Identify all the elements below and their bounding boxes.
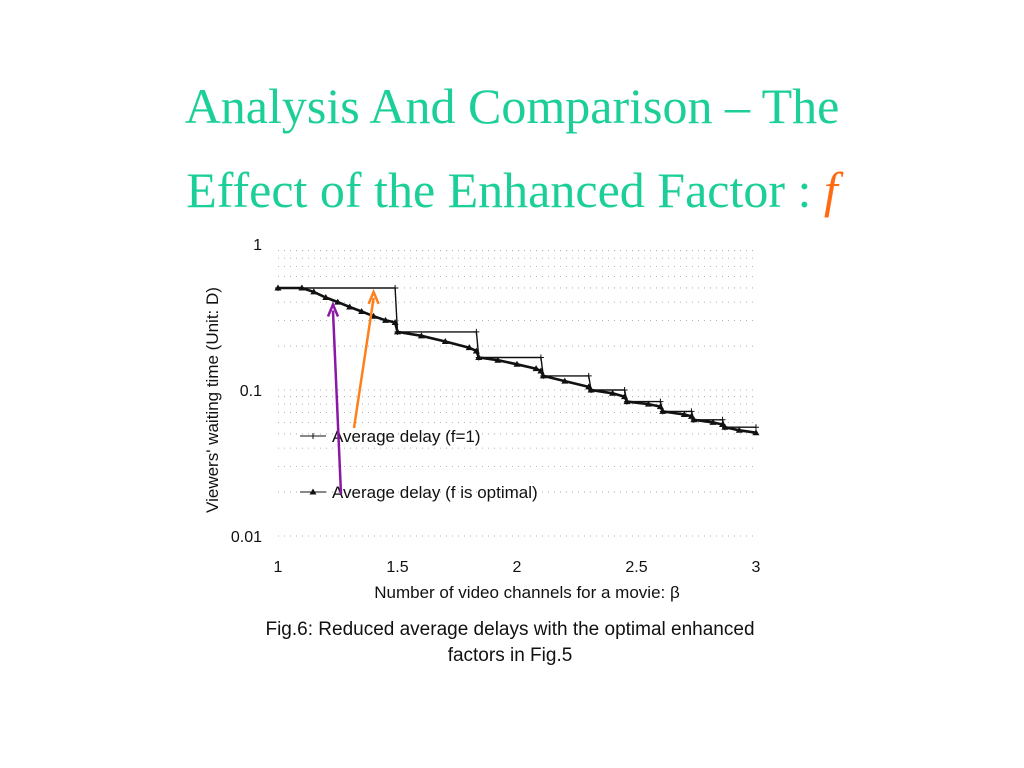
data-point-f1 bbox=[621, 387, 628, 393]
data-point-optimal bbox=[441, 337, 449, 344]
data-point-optimal bbox=[358, 307, 366, 314]
x-tick-label: 1.5 bbox=[386, 559, 408, 576]
data-point-f1 bbox=[392, 284, 399, 291]
legend-marker-0 bbox=[310, 433, 316, 439]
axis-layer: Number of video channels for a movie: β … bbox=[203, 237, 761, 602]
title-line-1: Analysis And Comparison – The bbox=[184, 78, 840, 134]
data-point-optimal bbox=[687, 412, 695, 419]
data-point-optimal bbox=[465, 344, 473, 351]
arrow-optimal-head bbox=[326, 301, 340, 318]
data-point-optimal bbox=[621, 393, 629, 400]
data-point-optimal bbox=[322, 294, 330, 301]
data-point-f1 bbox=[537, 354, 544, 361]
data-point-optimal bbox=[537, 367, 545, 374]
data-point-optimal bbox=[709, 418, 717, 425]
data-point-optimal bbox=[417, 332, 425, 339]
series-layer bbox=[274, 284, 760, 436]
data-point-optimal bbox=[561, 377, 569, 384]
data-point-optimal bbox=[644, 400, 652, 407]
y-axis-label: Viewers' waiting time (Unit: D) bbox=[203, 287, 222, 513]
x-axis-label: Number of video channels for a movie: β bbox=[374, 583, 680, 602]
data-point-optimal bbox=[539, 372, 547, 379]
arrow-f1-head bbox=[367, 288, 380, 305]
figure-caption: Fig.6: Reduced average delays with the o… bbox=[180, 617, 840, 669]
data-point-f1 bbox=[585, 372, 592, 379]
x-tick-label: 3 bbox=[752, 559, 761, 576]
data-point-optimal bbox=[472, 347, 480, 354]
data-point-f1 bbox=[473, 328, 480, 335]
legend-marker-1 bbox=[309, 488, 317, 495]
data-point-optimal bbox=[274, 284, 282, 291]
slide-title: Analysis And Comparison – The Effect of t… bbox=[0, 64, 1024, 232]
data-point-optimal bbox=[334, 298, 342, 305]
data-point-optimal bbox=[623, 398, 631, 405]
data-point-optimal bbox=[659, 407, 667, 414]
x-tick-label: 2.5 bbox=[625, 559, 647, 576]
legend-label-optimal: Average delay (f is optimal) bbox=[332, 483, 538, 502]
data-point-optimal bbox=[680, 410, 688, 417]
data-point-optimal bbox=[752, 429, 760, 436]
x-tick-label: 2 bbox=[513, 559, 522, 576]
annotation-arrows bbox=[326, 288, 380, 495]
data-point-optimal bbox=[609, 389, 617, 396]
data-point-optimal bbox=[494, 356, 502, 363]
title-line-2: Effect of the Enhanced Factor : bbox=[186, 162, 824, 218]
data-point-optimal bbox=[532, 365, 540, 372]
data-point-optimal bbox=[382, 316, 390, 323]
data-point-optimal bbox=[394, 328, 401, 335]
data-point-optimal bbox=[391, 318, 399, 325]
title-accent-f: f bbox=[823, 162, 838, 218]
data-point-optimal bbox=[690, 416, 698, 423]
data-point-optimal bbox=[475, 353, 483, 360]
arrow-optimal-line bbox=[331, 310, 343, 495]
data-point-optimal bbox=[735, 426, 743, 433]
caption-line-2: factors in Fig.5 bbox=[447, 645, 573, 666]
arrow-f1-line bbox=[352, 297, 375, 429]
caption-line-1: Fig.6: Reduced average delays with the o… bbox=[265, 619, 755, 640]
data-point-optimal bbox=[587, 386, 595, 393]
y-tick-label: 0.01 bbox=[231, 529, 262, 546]
data-point-optimal bbox=[310, 288, 318, 295]
data-point-optimal bbox=[656, 403, 664, 410]
data-point-optimal bbox=[346, 303, 354, 310]
data-point-optimal bbox=[721, 423, 729, 430]
data-point-optimal bbox=[513, 360, 521, 367]
legend: Average delay (f=1) Average delay (f is … bbox=[300, 427, 538, 502]
data-point-optimal bbox=[298, 284, 306, 291]
y-tick-label: 0.1 bbox=[240, 383, 262, 400]
x-tick-label: 1 bbox=[274, 559, 283, 576]
y-tick-label: 1 bbox=[253, 237, 262, 254]
legend-label-f1: Average delay (f=1) bbox=[332, 427, 481, 446]
delay-chart: Number of video channels for a movie: β … bbox=[203, 237, 761, 602]
